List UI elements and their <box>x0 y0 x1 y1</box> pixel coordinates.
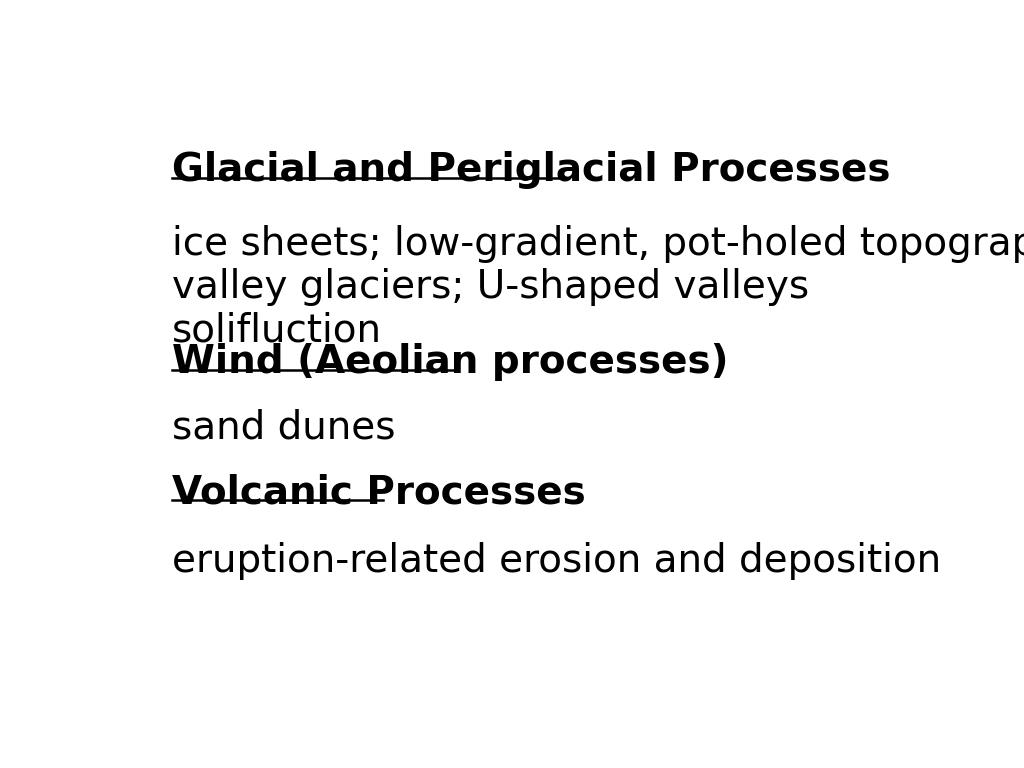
Text: valley glaciers; U-shaped valleys: valley glaciers; U-shaped valleys <box>172 268 809 306</box>
Text: ice sheets; low-gradient, pot-holed topography: ice sheets; low-gradient, pot-holed topo… <box>172 225 1024 263</box>
Text: solifluction: solifluction <box>172 312 382 349</box>
Text: eruption-related erosion and deposition: eruption-related erosion and deposition <box>172 541 941 580</box>
Text: sand dunes: sand dunes <box>172 409 395 446</box>
Text: Glacial and Periglacial Processes: Glacial and Periglacial Processes <box>172 151 890 189</box>
Text: Wind (Aeolian processes): Wind (Aeolian processes) <box>172 343 728 382</box>
Text: Volcanic Processes: Volcanic Processes <box>172 474 586 511</box>
